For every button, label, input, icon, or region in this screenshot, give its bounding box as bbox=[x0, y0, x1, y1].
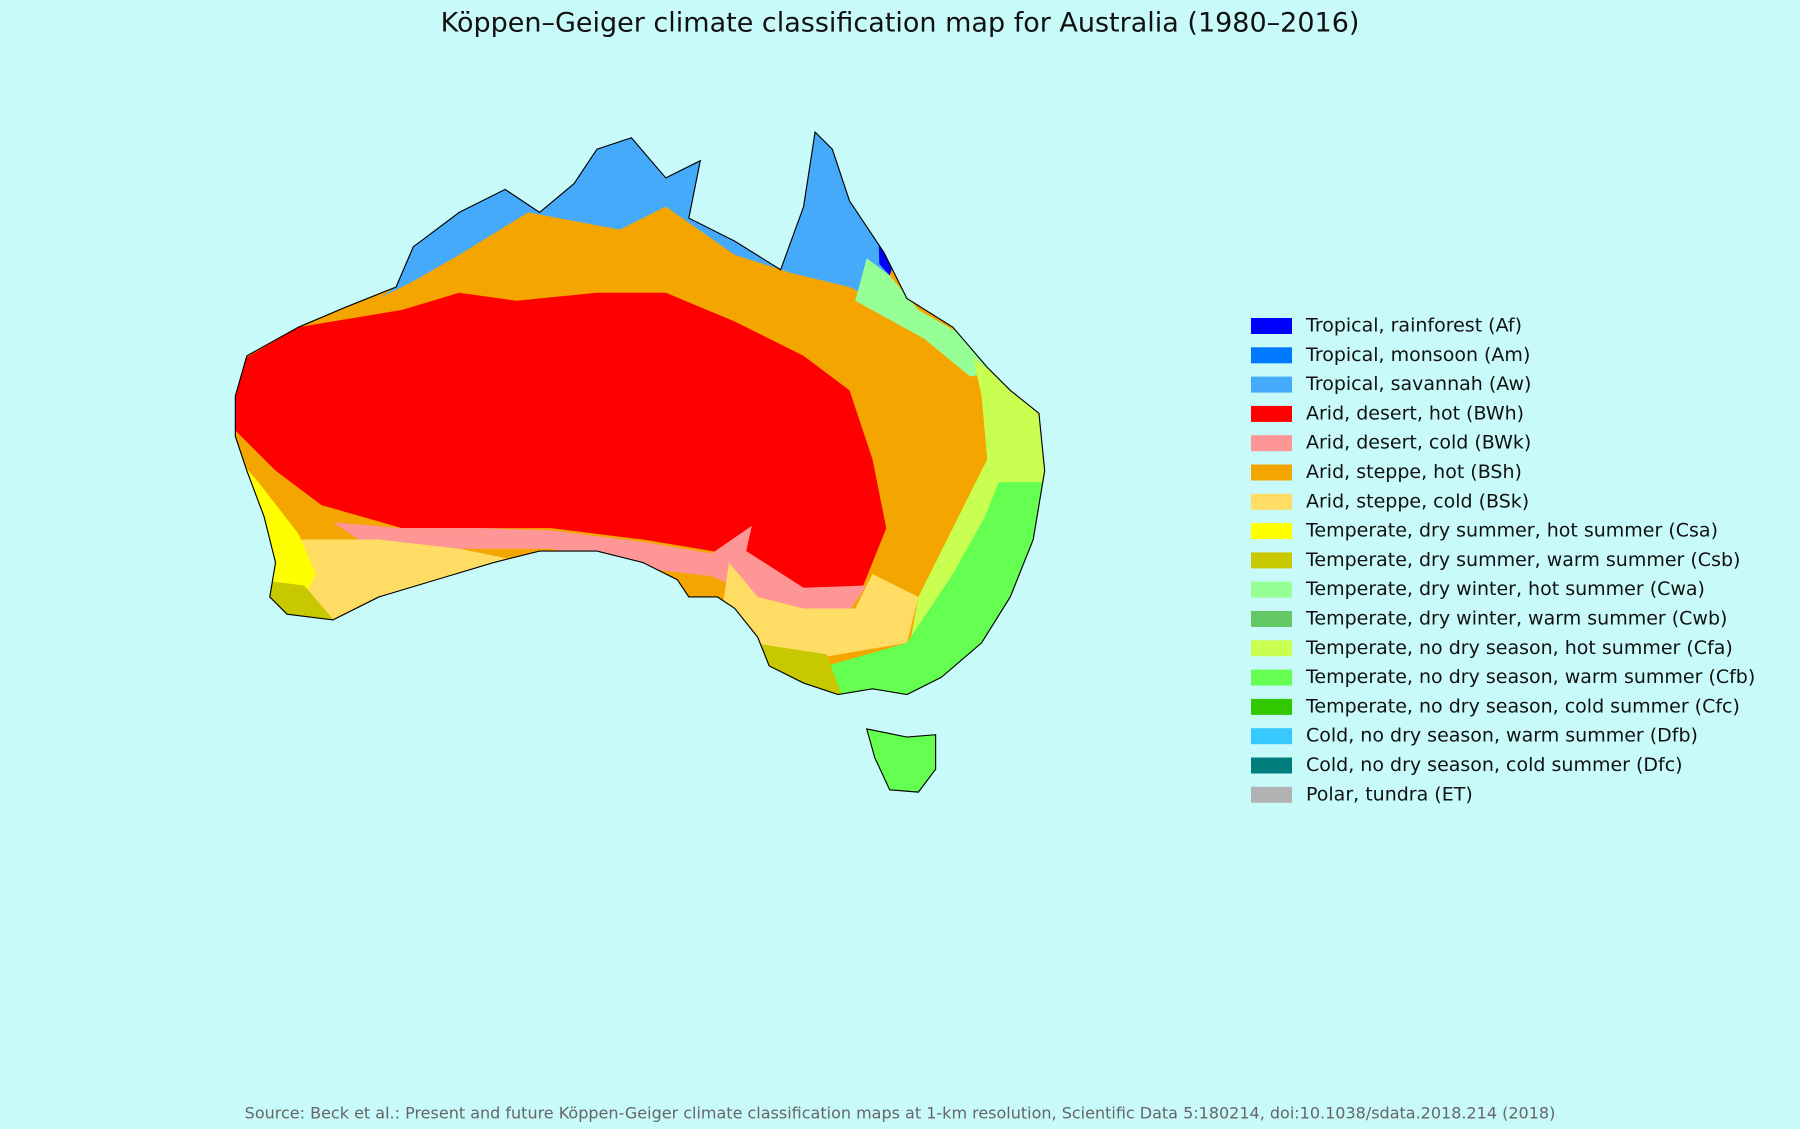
map-title: Köppen–Geiger climate classification map… bbox=[441, 8, 1360, 39]
legend-label: Cold, no dry season, cold summer (Dfc) bbox=[1306, 754, 1683, 776]
legend-label: Temperate, no dry season, hot summer (Cf… bbox=[1305, 637, 1733, 659]
legend-swatch bbox=[1251, 435, 1292, 452]
legend-label: Tropical, monsoon (Am) bbox=[1305, 344, 1530, 366]
legend-swatch bbox=[1251, 728, 1292, 745]
region bbox=[378, 132, 890, 305]
legend-swatch bbox=[1251, 318, 1292, 334]
legend-label: Temperate, no dry season, warm summer (C… bbox=[1305, 666, 1755, 688]
legend-label: Arid, desert, hot (BWh) bbox=[1306, 402, 1524, 424]
legend-label: Arid, desert, cold (BWk) bbox=[1306, 432, 1531, 454]
legend-label: Polar, tundra (ET) bbox=[1306, 783, 1473, 805]
legend-label: Temperate, dry summer, warm summer (Csb) bbox=[1305, 549, 1740, 571]
tasmania bbox=[865, 728, 937, 793]
region bbox=[332, 522, 867, 611]
region bbox=[292, 539, 529, 626]
legend-swatch bbox=[1251, 493, 1292, 510]
legend-swatch bbox=[1251, 669, 1292, 686]
region bbox=[723, 562, 919, 657]
legend-label: Temperate, dry winter, hot summer (Cwa) bbox=[1305, 578, 1705, 600]
legend-swatch bbox=[1251, 611, 1292, 627]
legend-swatch bbox=[1251, 552, 1292, 569]
legend-swatch bbox=[1251, 786, 1292, 803]
region bbox=[751, 642, 844, 695]
legend-swatch bbox=[1251, 376, 1292, 393]
legend-swatch bbox=[1251, 405, 1292, 422]
legend-label: Arid, steppe, hot (BSh) bbox=[1306, 461, 1522, 483]
legend-swatch bbox=[1251, 698, 1292, 715]
legend-label: Arid, steppe, cold (BSk) bbox=[1306, 490, 1529, 512]
region bbox=[235, 292, 887, 592]
region bbox=[855, 258, 994, 377]
legend: Tropical, rainforest (Af) Tropical, monso… bbox=[1251, 315, 1755, 805]
region bbox=[826, 482, 1045, 695]
legend-label: Cold, no dry season, warm summer (Dfb) bbox=[1306, 725, 1698, 747]
region bbox=[258, 579, 339, 626]
legend-label: Temperate, dry winter, warm summer (Cwb) bbox=[1305, 608, 1727, 630]
legend-swatch bbox=[1251, 347, 1292, 364]
coastline bbox=[234, 130, 1046, 696]
legend-swatch bbox=[1251, 640, 1292, 657]
legend-label: Temperate, dry summer, hot summer (Csa) bbox=[1305, 520, 1718, 542]
source-note: Source: Beck et al.: Present and future … bbox=[245, 1104, 1556, 1123]
legend-swatch bbox=[1251, 581, 1292, 598]
legend-label: Tropical, rainforest (Af) bbox=[1305, 315, 1522, 337]
legend-swatch bbox=[1251, 464, 1292, 481]
legend-label: Temperate, no dry season, cold summer (C… bbox=[1305, 695, 1740, 717]
legend-swatch bbox=[1251, 523, 1292, 540]
legend-label: Tropical, savannah (Aw) bbox=[1305, 373, 1531, 395]
legend-swatch bbox=[1251, 757, 1292, 774]
